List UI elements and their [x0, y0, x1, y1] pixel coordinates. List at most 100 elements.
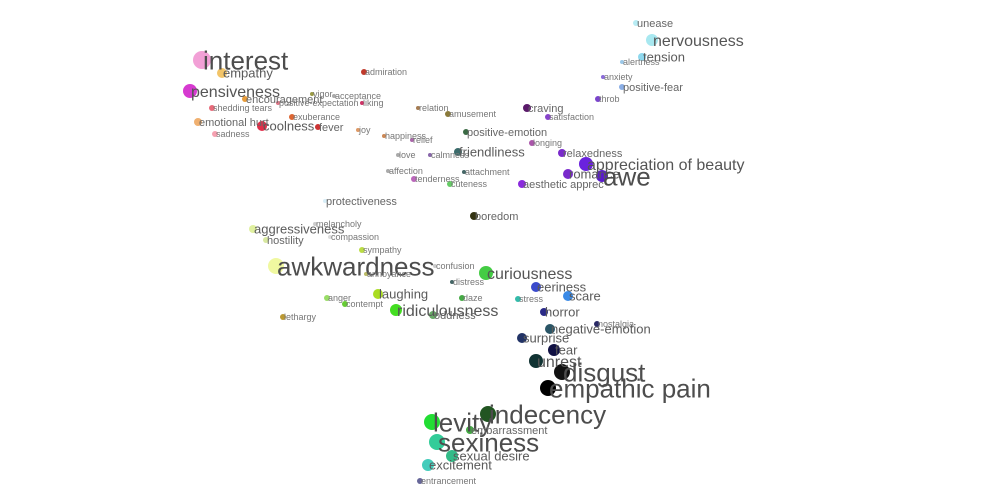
label-compassion: compassion	[331, 232, 379, 242]
label-protectiveness: protectiveness	[326, 196, 397, 208]
label-embarrassment: embarrassment	[471, 425, 547, 437]
label-encouragement: encouragement	[246, 94, 322, 106]
point-stress	[515, 296, 521, 302]
point-tenderness	[411, 176, 417, 182]
label-cuteness: cuteness	[451, 179, 488, 189]
label-awe: awe	[603, 161, 651, 191]
point-aesthetic-apprec	[518, 180, 526, 188]
label-ridiculousness: ridiculousness	[397, 303, 498, 320]
label-positive-expectation: positive-expectation	[279, 98, 359, 108]
point-throb	[595, 96, 601, 102]
point-shedding-tears	[209, 105, 215, 111]
point-unrest	[529, 354, 543, 368]
label-fever: fever	[319, 122, 344, 134]
point-acceptance	[332, 94, 336, 98]
label-levity: levity	[433, 407, 492, 437]
label-surprise: surprise	[523, 331, 569, 346]
label-annoyance: annoyance	[367, 269, 411, 279]
point-boredom	[470, 212, 478, 220]
label-stress: stress	[519, 294, 544, 304]
label-scare: scare	[569, 289, 601, 304]
label-interest: interest	[203, 45, 289, 75]
point-fear	[548, 344, 560, 356]
point-positive-expectation	[276, 101, 280, 105]
label-sexual-desire: sexual desire	[453, 449, 530, 464]
point-levity	[424, 414, 440, 430]
point-indecency	[480, 406, 496, 422]
label-unrest: unrest	[537, 354, 582, 371]
point-exuberance	[289, 114, 295, 120]
point-aggressiveness	[249, 225, 257, 233]
point-protectiveness	[323, 199, 327, 203]
label-admiration: admiration	[365, 67, 407, 77]
label-nervousness: nervousness	[653, 33, 744, 50]
label-anger: anger	[328, 293, 351, 303]
label-pensiveness: pensiveness	[191, 84, 280, 101]
point-craving	[523, 104, 531, 112]
label-hostility: hostility	[267, 235, 304, 247]
point-liking	[360, 101, 364, 105]
point-daze	[459, 295, 465, 301]
point-longing	[529, 140, 535, 146]
point-disgust	[554, 364, 570, 380]
label-attachment: attachment	[465, 167, 510, 177]
point-hostility	[263, 237, 269, 243]
point-calmness	[428, 153, 432, 157]
label-affection: affection	[389, 166, 423, 176]
label-positive-fear: positive-fear	[623, 82, 683, 94]
label-joy: joy	[358, 125, 371, 135]
point-relief	[410, 138, 414, 142]
label-disgust: disgust	[563, 357, 646, 387]
label-eeriness: eeriness	[537, 280, 587, 295]
label-exuberance: exuberance	[293, 112, 340, 122]
point-admiration	[361, 69, 367, 75]
label-indecency: indecency	[489, 399, 606, 429]
point-appreciation-of-beauty	[579, 157, 593, 171]
label-lethargy: lethargy	[284, 312, 317, 322]
label-amusement: amusement	[449, 109, 497, 119]
point-excitement	[422, 459, 434, 471]
point-sympathy	[359, 247, 365, 253]
point-confusion	[433, 264, 437, 268]
label-aesthetic-apprec: aesthetic apprec	[523, 179, 604, 191]
point-friendliness	[454, 148, 462, 156]
point-nostalgia	[594, 321, 600, 327]
point-positive-fear	[619, 84, 625, 90]
point-alertness	[620, 60, 624, 64]
point-fever	[315, 124, 321, 130]
label-acceptance: acceptance	[335, 91, 381, 101]
label-happiness: happiness	[385, 131, 427, 141]
label-confusion: confusion	[436, 261, 475, 271]
label-anxiety: anxiety	[604, 72, 633, 82]
label-love: love	[399, 150, 416, 160]
label-positive-emotion: positive-emotion	[467, 127, 547, 139]
point-distress	[450, 280, 454, 284]
label-relation: relation	[419, 103, 449, 113]
point-nervousness	[646, 34, 658, 46]
label-coolness: coolness	[263, 119, 315, 134]
point-lethargy	[280, 314, 286, 320]
point-compassion	[328, 235, 332, 239]
point-eeriness	[531, 282, 541, 292]
label-awkwardness: awkwardness	[277, 251, 435, 281]
label-distress: distress	[453, 277, 485, 287]
label-fear: fear	[555, 343, 578, 358]
point-attachment	[462, 170, 466, 174]
point-oddness	[429, 311, 437, 319]
point-embarrassment	[466, 426, 474, 434]
point-melancholy	[313, 222, 317, 226]
point-sexiness	[429, 434, 445, 450]
label-empathy: empathy	[223, 66, 273, 81]
label-boredom: boredom	[475, 211, 518, 223]
label-emotional-hurt: emotional hurt	[199, 117, 269, 129]
label-friendliness: friendliness	[459, 145, 525, 160]
label-sadness: sadness	[216, 129, 250, 139]
label-unease: unease	[637, 18, 673, 30]
point-awkwardness	[268, 258, 284, 274]
label-calmness: calmness	[431, 150, 470, 160]
point-curiousness	[479, 266, 493, 280]
label-melancholy: melancholy	[316, 219, 362, 229]
label-appreciation-of-beauty: appreciation of beauty	[587, 157, 744, 174]
label-horror: horror	[545, 305, 580, 320]
